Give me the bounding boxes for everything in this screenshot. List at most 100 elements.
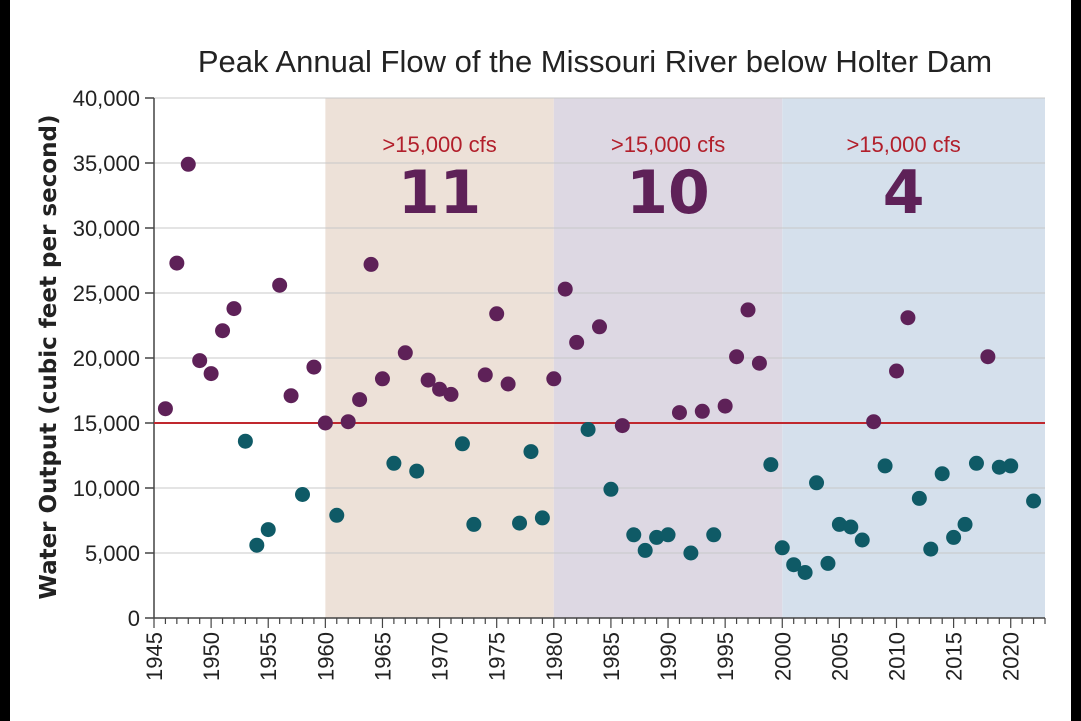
data-point-2020 xyxy=(1003,458,1019,474)
y-tick-label-5000: 5,000 xyxy=(85,541,140,566)
data-point-1964 xyxy=(363,256,379,272)
data-point-1977 xyxy=(512,515,528,531)
x-tick-label-1980: 1980 xyxy=(542,632,567,681)
data-point-1973 xyxy=(466,516,482,532)
x-tick-label-1985: 1985 xyxy=(599,632,624,681)
data-point-2022 xyxy=(1026,493,1042,509)
x-tick-label-2005: 2005 xyxy=(827,632,852,681)
data-point-1956 xyxy=(272,277,288,293)
y-tick-label-30000: 30,000 xyxy=(73,216,140,241)
data-point-1953 xyxy=(237,433,253,449)
data-point-1989 xyxy=(649,529,665,545)
data-point-1981 xyxy=(557,281,573,297)
y-tick-label-10000: 10,000 xyxy=(73,476,140,501)
data-point-1979 xyxy=(534,510,550,526)
data-point-1991 xyxy=(671,405,687,421)
y-tick-label-40000: 40,000 xyxy=(73,86,140,111)
data-point-2010 xyxy=(889,363,904,379)
data-point-1963 xyxy=(352,392,368,408)
data-point-2007 xyxy=(854,532,870,548)
data-point-2006 xyxy=(843,519,859,535)
data-point-1962 xyxy=(340,414,356,430)
y-tick-label-35000: 35,000 xyxy=(73,151,140,176)
data-point-1985 xyxy=(603,481,619,497)
period-note-0: >15,000 cfs xyxy=(382,132,496,157)
y-tick-label-0: 0 xyxy=(128,606,140,631)
data-point-2016 xyxy=(957,516,973,532)
data-point-1996 xyxy=(729,349,745,365)
x-tick-label-2020: 2020 xyxy=(999,632,1024,681)
data-point-2012 xyxy=(911,490,927,506)
data-point-1952 xyxy=(226,301,242,317)
data-point-1970 xyxy=(432,381,448,397)
x-tick-label-1990: 1990 xyxy=(656,632,681,681)
data-point-1950 xyxy=(203,366,219,382)
data-point-1954 xyxy=(249,537,265,553)
data-point-2009 xyxy=(877,458,893,474)
data-point-1969 xyxy=(420,372,436,388)
data-point-1976 xyxy=(500,376,516,392)
data-point-2019 xyxy=(991,459,1007,475)
data-point-1967 xyxy=(397,345,413,361)
data-point-2001 xyxy=(786,557,802,573)
chart-title: Peak Annual Flow of the Missouri River b… xyxy=(198,44,992,79)
y-tick-label-25000: 25,000 xyxy=(73,281,140,306)
period-note-2: >15,000 cfs xyxy=(846,132,960,157)
data-point-1946 xyxy=(157,401,173,417)
x-tick-label-2015: 2015 xyxy=(942,632,967,681)
data-point-1957 xyxy=(283,388,299,404)
data-point-1971 xyxy=(443,386,459,402)
data-point-1983 xyxy=(580,422,596,437)
data-point-1960 xyxy=(317,415,333,431)
period-count-2: 4 xyxy=(883,158,925,228)
data-point-2013 xyxy=(923,541,939,557)
data-point-1986 xyxy=(614,418,630,434)
data-point-2014 xyxy=(934,466,950,482)
x-tick-label-1950: 1950 xyxy=(199,632,224,681)
data-point-1949 xyxy=(192,353,208,369)
y-tick-label-15000: 15,000 xyxy=(73,411,140,436)
data-point-1975 xyxy=(489,306,505,322)
data-point-1987 xyxy=(626,527,642,543)
data-point-2017 xyxy=(968,455,984,471)
x-tick-label-1955: 1955 xyxy=(256,632,281,681)
data-point-1972 xyxy=(454,436,470,452)
data-point-2011 xyxy=(900,310,916,326)
data-point-2008 xyxy=(866,414,882,430)
data-point-1995 xyxy=(717,398,733,414)
data-point-1992 xyxy=(683,545,699,561)
data-point-2004 xyxy=(820,555,836,571)
x-tick-label-2000: 2000 xyxy=(770,632,795,681)
data-point-2018 xyxy=(980,349,996,365)
data-point-2000 xyxy=(774,540,790,556)
data-point-1984 xyxy=(592,319,607,335)
period-count-1: 10 xyxy=(626,158,710,228)
data-point-1974 xyxy=(477,367,493,383)
x-tick-label-1960: 1960 xyxy=(313,632,338,681)
x-tick-label-1945: 1945 xyxy=(142,632,167,681)
period-count-0: 11 xyxy=(398,158,482,228)
data-point-1961 xyxy=(329,507,345,523)
data-point-1997 xyxy=(740,302,756,318)
data-point-1951 xyxy=(215,323,231,339)
x-tick-label-1970: 1970 xyxy=(428,632,453,681)
data-point-1980 xyxy=(546,371,562,387)
data-point-1978 xyxy=(523,444,539,460)
data-points xyxy=(157,156,1042,580)
data-point-1968 xyxy=(409,463,425,479)
data-point-2003 xyxy=(809,475,825,491)
data-point-1999 xyxy=(763,457,779,473)
data-point-1993 xyxy=(694,403,710,419)
chart-panel: >15,000 cfs 11 >15,000 cfs 10 >15,000 cfs 4 0… xyxy=(10,0,1071,721)
period-note-1: >15,000 cfs xyxy=(611,132,725,157)
data-point-1982 xyxy=(569,334,585,350)
data-point-1959 xyxy=(306,359,322,375)
x-tick-label-1965: 1965 xyxy=(370,632,395,681)
data-point-1998 xyxy=(751,355,767,371)
data-point-2002 xyxy=(797,565,813,580)
x-tick-label-1995: 1995 xyxy=(713,632,738,681)
data-point-2005 xyxy=(831,516,847,532)
data-point-1990 xyxy=(660,527,676,543)
